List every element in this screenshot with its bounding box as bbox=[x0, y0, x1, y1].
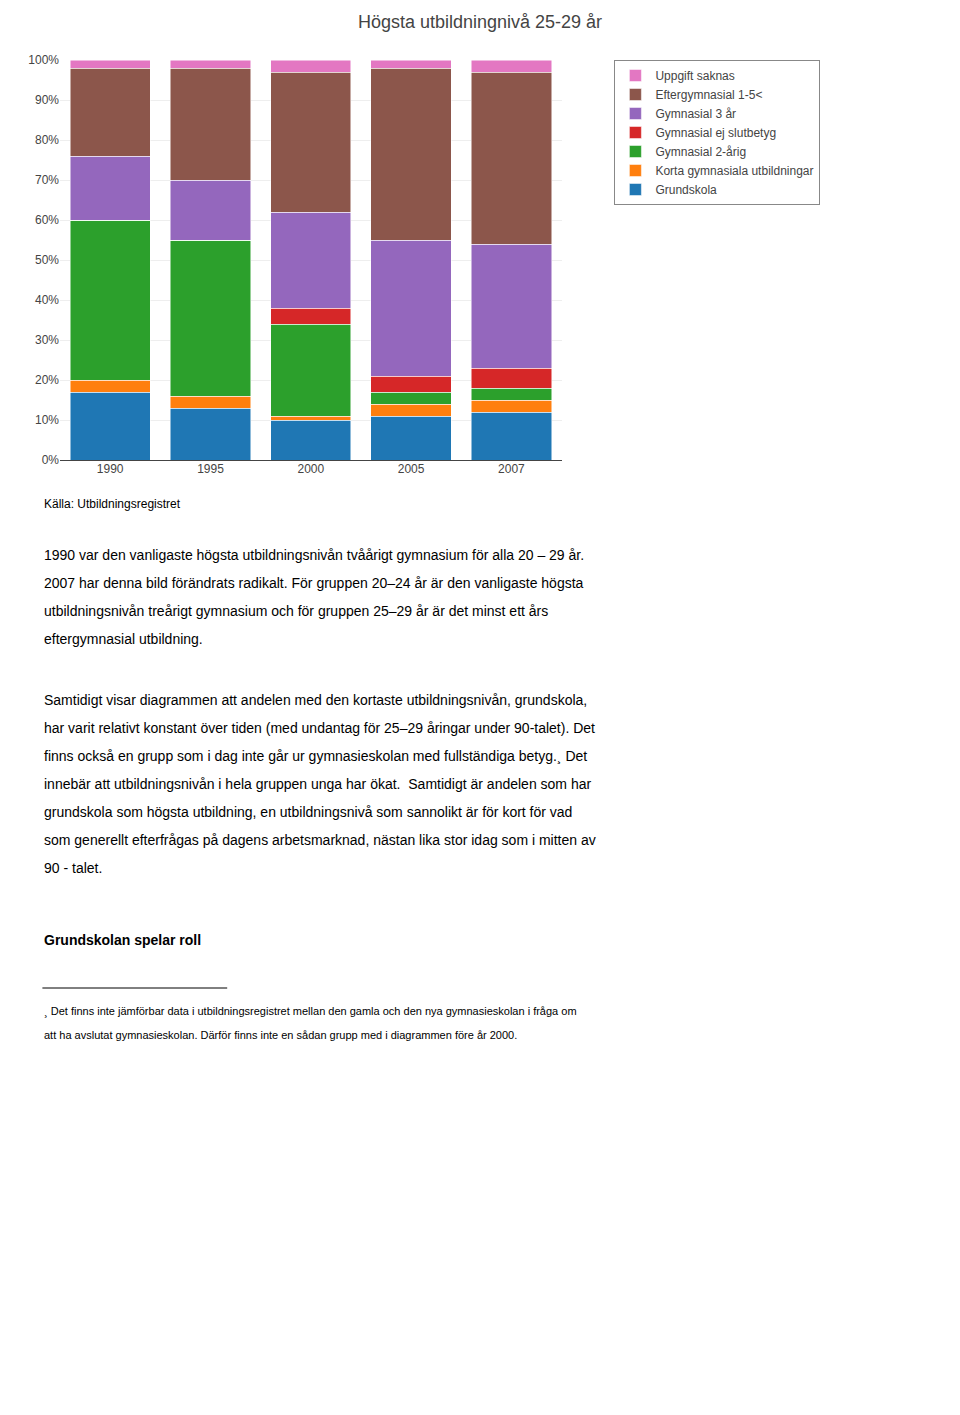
svg-text:1990 var den vanligaste högsta: 1990 var den vanligaste högsta utbildnin… bbox=[44, 547, 584, 563]
svg-text:80%: 80% bbox=[35, 133, 59, 147]
svg-text:Eftergymnasial 1-5<: Eftergymnasial 1-5< bbox=[655, 88, 762, 102]
svg-text:Högsta utbildningnivå 25-29 år: Högsta utbildningnivå 25-29 år bbox=[358, 12, 602, 32]
svg-text:Uppgift saknas: Uppgift saknas bbox=[655, 69, 734, 83]
svg-text:har varit relativt konstant öv: har varit relativt konstant över tiden (… bbox=[44, 720, 595, 736]
svg-text:90%: 90% bbox=[35, 93, 59, 107]
svg-text:1995: 1995 bbox=[197, 462, 224, 476]
svg-text:100%: 100% bbox=[28, 53, 59, 67]
svg-text:utbildningsnivån treårigt gymn: utbildningsnivån treårigt gymnasium och … bbox=[44, 603, 548, 619]
svg-text:10%: 10% bbox=[35, 413, 59, 427]
svg-text:2000: 2000 bbox=[297, 462, 324, 476]
svg-text:Korta gymnasiala utbildningar: Korta gymnasiala utbildningar bbox=[655, 164, 813, 178]
svg-text:Gymnasial ej slutbetyg: Gymnasial ej slutbetyg bbox=[655, 126, 776, 140]
svg-text:50%: 50% bbox=[35, 253, 59, 267]
svg-text:Gymnasial 3 år: Gymnasial 3 år bbox=[655, 107, 736, 121]
svg-text:2005: 2005 bbox=[398, 462, 425, 476]
svg-text:70%: 70% bbox=[35, 173, 59, 187]
svg-text:30%: 30% bbox=[35, 333, 59, 347]
svg-text:innebär att utbildningsnivån i: innebär att utbildningsnivån i hela grup… bbox=[44, 776, 591, 792]
svg-text:Källa: Utbildningsregistret: Källa: Utbildningsregistret bbox=[44, 497, 181, 511]
svg-text:att ha avslutat gymnasieskolan: att ha avslutat gymnasieskolan. Därför f… bbox=[44, 1029, 517, 1041]
svg-text:90 - talet.: 90 - talet. bbox=[44, 860, 102, 876]
svg-text:Samtidigt visar diagrammen att: Samtidigt visar diagrammen att andelen m… bbox=[44, 692, 587, 708]
svg-text:20%: 20% bbox=[35, 373, 59, 387]
svg-text:grundskola som högsta utbildni: grundskola som högsta utbildning, en utb… bbox=[44, 804, 572, 820]
svg-text:¸ Det finns inte jämförbar dat: ¸ Det finns inte jämförbar data i utbild… bbox=[44, 1005, 577, 1018]
svg-text:2007 har denna bild förändrats: 2007 har denna bild förändrats radikalt.… bbox=[44, 575, 584, 591]
svg-text:Gymnasial 2-årig: Gymnasial 2-årig bbox=[655, 145, 746, 159]
svg-text:finns också en grupp som i dag: finns också en grupp som i dag inte går … bbox=[44, 748, 587, 764]
svg-text:1990: 1990 bbox=[97, 462, 124, 476]
svg-text:som generellt efterfrågas på d: som generellt efterfrågas på dagens arbe… bbox=[44, 832, 596, 848]
svg-text:40%: 40% bbox=[35, 293, 59, 307]
svg-text:0%: 0% bbox=[42, 453, 60, 467]
svg-text:Grundskola: Grundskola bbox=[655, 183, 717, 197]
svg-text:eftergymnasial utbildning.: eftergymnasial utbildning. bbox=[44, 631, 203, 647]
svg-text:Grundskolan spelar roll: Grundskolan spelar roll bbox=[44, 932, 201, 948]
svg-text:2007: 2007 bbox=[498, 462, 525, 476]
svg-text:60%: 60% bbox=[35, 213, 59, 227]
